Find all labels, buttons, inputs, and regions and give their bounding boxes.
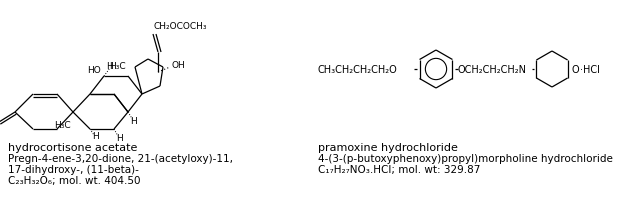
- Text: H: H: [92, 131, 99, 140]
- Text: H: H: [106, 62, 113, 71]
- Text: CH₃CH₂CH₂CH₂O: CH₃CH₂CH₂CH₂O: [318, 65, 397, 75]
- Text: C₁₇H₂₇NO₃.HCl; mol. wt: 329.87: C₁₇H₂₇NO₃.HCl; mol. wt: 329.87: [318, 164, 480, 174]
- Text: C₂₃H₃₂O₆; mol. wt. 404.50: C₂₃H₃₂O₆; mol. wt. 404.50: [8, 175, 140, 185]
- Text: HO: HO: [87, 66, 101, 75]
- Text: hydrocortisone acetate: hydrocortisone acetate: [8, 142, 137, 152]
- Text: H₃C: H₃C: [109, 62, 126, 71]
- Text: CH₂OCOCH₃: CH₂OCOCH₃: [154, 22, 208, 31]
- Text: 17-dihydroxy-, (11-beta)-: 17-dihydroxy-, (11-beta)-: [8, 164, 139, 174]
- Text: H₃C: H₃C: [54, 120, 71, 129]
- Text: OCH₂CH₂CH₂N: OCH₂CH₂CH₂N: [458, 65, 527, 75]
- Text: H: H: [130, 116, 137, 125]
- Text: Pregn-4-ene-3,20-dione, 21-(acetyloxy)-11,: Pregn-4-ene-3,20-dione, 21-(acetyloxy)-1…: [8, 153, 233, 163]
- Text: pramoxine hydrochloride: pramoxine hydrochloride: [318, 142, 458, 152]
- Text: O: O: [572, 65, 580, 75]
- Text: 4-(3-(p-butoxyphenoxy)propyl)morpholine hydrochloride: 4-(3-(p-butoxyphenoxy)propyl)morpholine …: [318, 153, 613, 163]
- Text: H: H: [116, 133, 123, 142]
- Text: OH: OH: [172, 61, 186, 70]
- Text: ·HCl: ·HCl: [580, 65, 600, 75]
